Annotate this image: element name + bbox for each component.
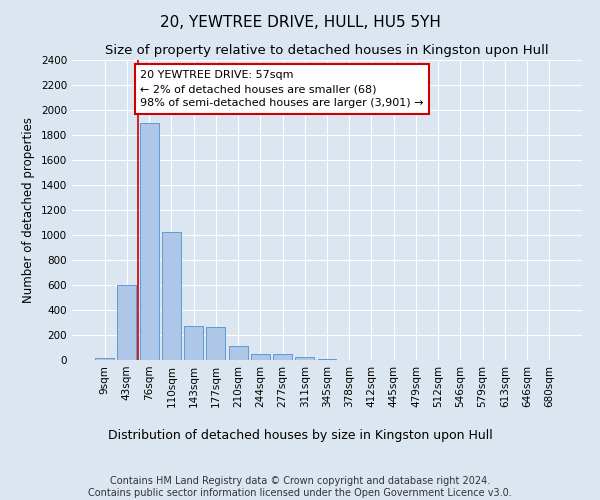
Bar	[95, 358, 114, 360]
Bar	[295, 357, 314, 360]
Bar	[140, 122, 158, 360]
Text: Distribution of detached houses by size in Kingston upon Hull: Distribution of detached houses by size …	[107, 428, 493, 442]
Bar	[273, 354, 292, 360]
Y-axis label: Number of detached properties: Number of detached properties	[22, 117, 35, 303]
Text: Contains HM Land Registry data © Crown copyright and database right 2024.
Contai: Contains HM Land Registry data © Crown c…	[88, 476, 512, 498]
Bar	[162, 232, 181, 360]
Text: 20 YEWTREE DRIVE: 57sqm
← 2% of detached houses are smaller (68)
98% of semi-det: 20 YEWTREE DRIVE: 57sqm ← 2% of detached…	[140, 70, 424, 108]
Bar	[206, 327, 225, 360]
Title: Size of property relative to detached houses in Kingston upon Hull: Size of property relative to detached ho…	[105, 44, 549, 58]
Text: 20, YEWTREE DRIVE, HULL, HU5 5YH: 20, YEWTREE DRIVE, HULL, HU5 5YH	[160, 15, 440, 30]
Bar	[229, 346, 248, 360]
Bar	[118, 285, 136, 360]
Bar	[184, 326, 203, 360]
Bar	[251, 354, 270, 360]
